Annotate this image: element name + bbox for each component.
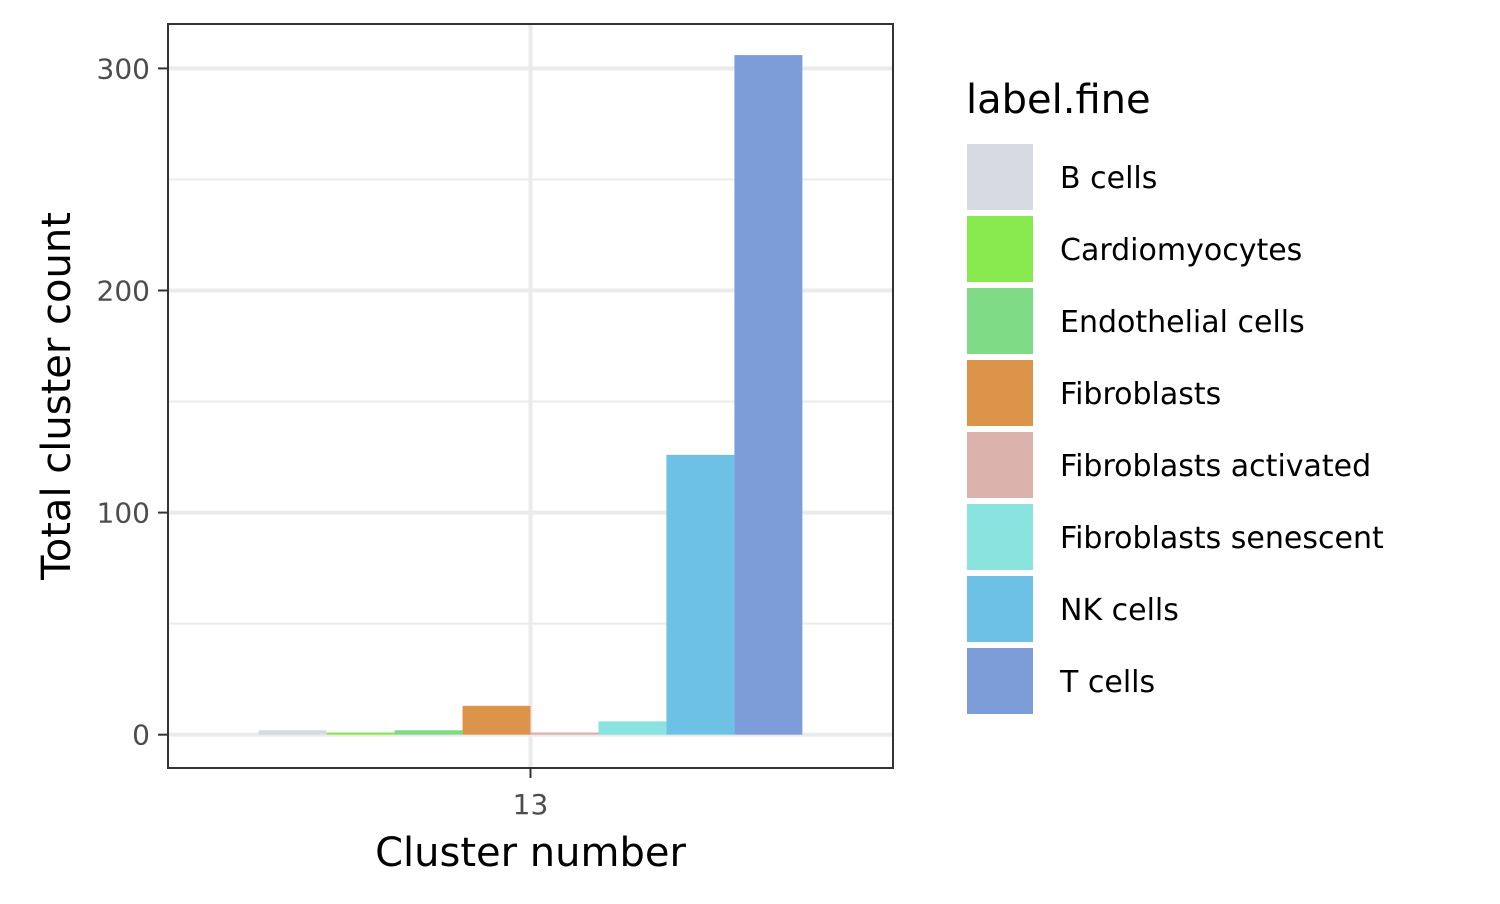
y-tick-label: 100: [97, 497, 150, 530]
bar: [598, 721, 667, 735]
legend-swatch: [967, 576, 1033, 642]
legend-swatch: [967, 648, 1033, 714]
legend-title: label.fine: [966, 77, 1151, 123]
legend-label: NK cells: [1060, 593, 1179, 628]
legend-label: Fibroblasts senescent: [1060, 521, 1384, 556]
legend-label: Fibroblasts: [1060, 377, 1221, 412]
bars: [258, 55, 803, 735]
legend-swatch: [967, 504, 1033, 570]
legend-swatch: [967, 432, 1033, 498]
legend-label: Endothelial cells: [1060, 305, 1305, 340]
legend-swatch: [967, 288, 1033, 354]
y-tick-label: 0: [132, 719, 150, 752]
bar: [530, 732, 599, 735]
y-tick-label: 200: [97, 275, 150, 308]
bar: [734, 55, 803, 735]
bar: [666, 454, 735, 735]
y-tick-label: 300: [97, 52, 150, 85]
bar: [394, 730, 463, 735]
legend-label: Fibroblasts activated: [1060, 449, 1371, 484]
bar: [258, 730, 327, 735]
x-axis-ticks: 13: [513, 768, 549, 821]
legend-label: Cardiomyocytes: [1060, 233, 1302, 268]
x-tick-label: 13: [513, 788, 549, 821]
legend-swatch: [967, 360, 1033, 426]
bar: [462, 705, 531, 735]
legend-swatch: [967, 144, 1033, 210]
bar: [326, 732, 395, 735]
grid-lines: [168, 24, 893, 768]
legend-swatch: [967, 216, 1033, 282]
y-axis-title: Total cluster count: [34, 212, 80, 581]
legend-label: B cells: [1060, 161, 1157, 196]
legend-label: T cells: [1059, 665, 1155, 700]
y-axis-ticks: 0 100 200 300: [97, 52, 168, 752]
x-axis-title: Cluster number: [375, 830, 686, 876]
legend: label.fine B cells Cardiomyocytes Endothel…: [966, 77, 1384, 714]
